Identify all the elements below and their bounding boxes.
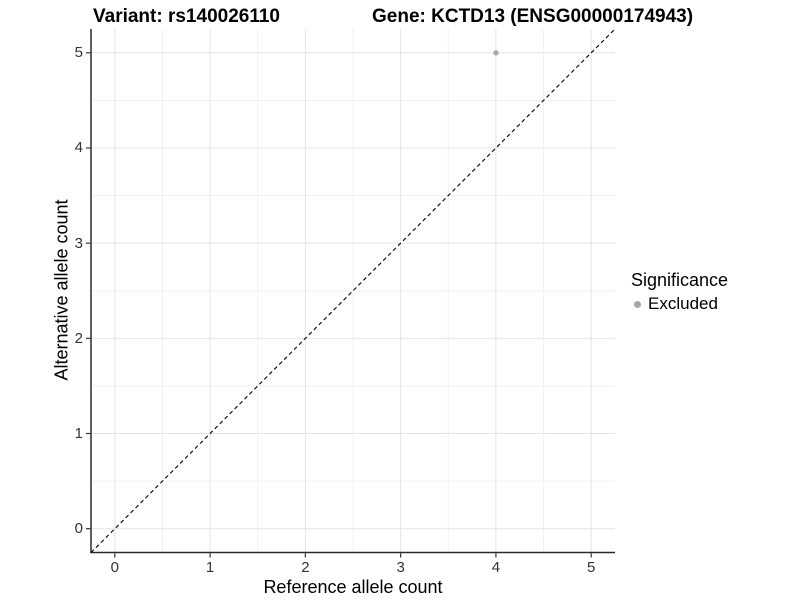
plot-title-variant: Variant: rs140026110 <box>93 6 280 27</box>
y-tick-label: 1 <box>74 425 83 443</box>
data-point <box>493 50 499 56</box>
x-axis-title: Reference allele count <box>263 577 443 597</box>
x-tick-label: 1 <box>205 558 215 576</box>
legend-title: Significance <box>631 270 729 290</box>
y-tick-label: 3 <box>74 234 83 252</box>
x-tick-label: 5 <box>587 558 596 576</box>
legend-item-label: Excluded <box>648 294 718 313</box>
y-axis-title: Alternative allele count <box>51 199 72 381</box>
plot-title-gene: Gene: KCTD13 (ENSG00000174943) <box>372 6 694 27</box>
y-tick-label: 5 <box>74 44 83 62</box>
x-tick-label: 0 <box>110 558 119 576</box>
x-tick-label: 3 <box>396 558 405 576</box>
y-tick-label: 0 <box>74 520 83 538</box>
y-tick-label: 2 <box>74 329 83 347</box>
y-tick-label: 4 <box>74 139 83 157</box>
x-tick-label: 2 <box>301 558 310 576</box>
x-tick-label: 4 <box>491 558 501 576</box>
identity-dashed-line <box>90 28 616 553</box>
legend: Significance Excluded <box>631 270 728 314</box>
legend-item-excluded: Excluded <box>631 294 728 314</box>
legend-marker-circle-icon <box>634 300 641 308</box>
